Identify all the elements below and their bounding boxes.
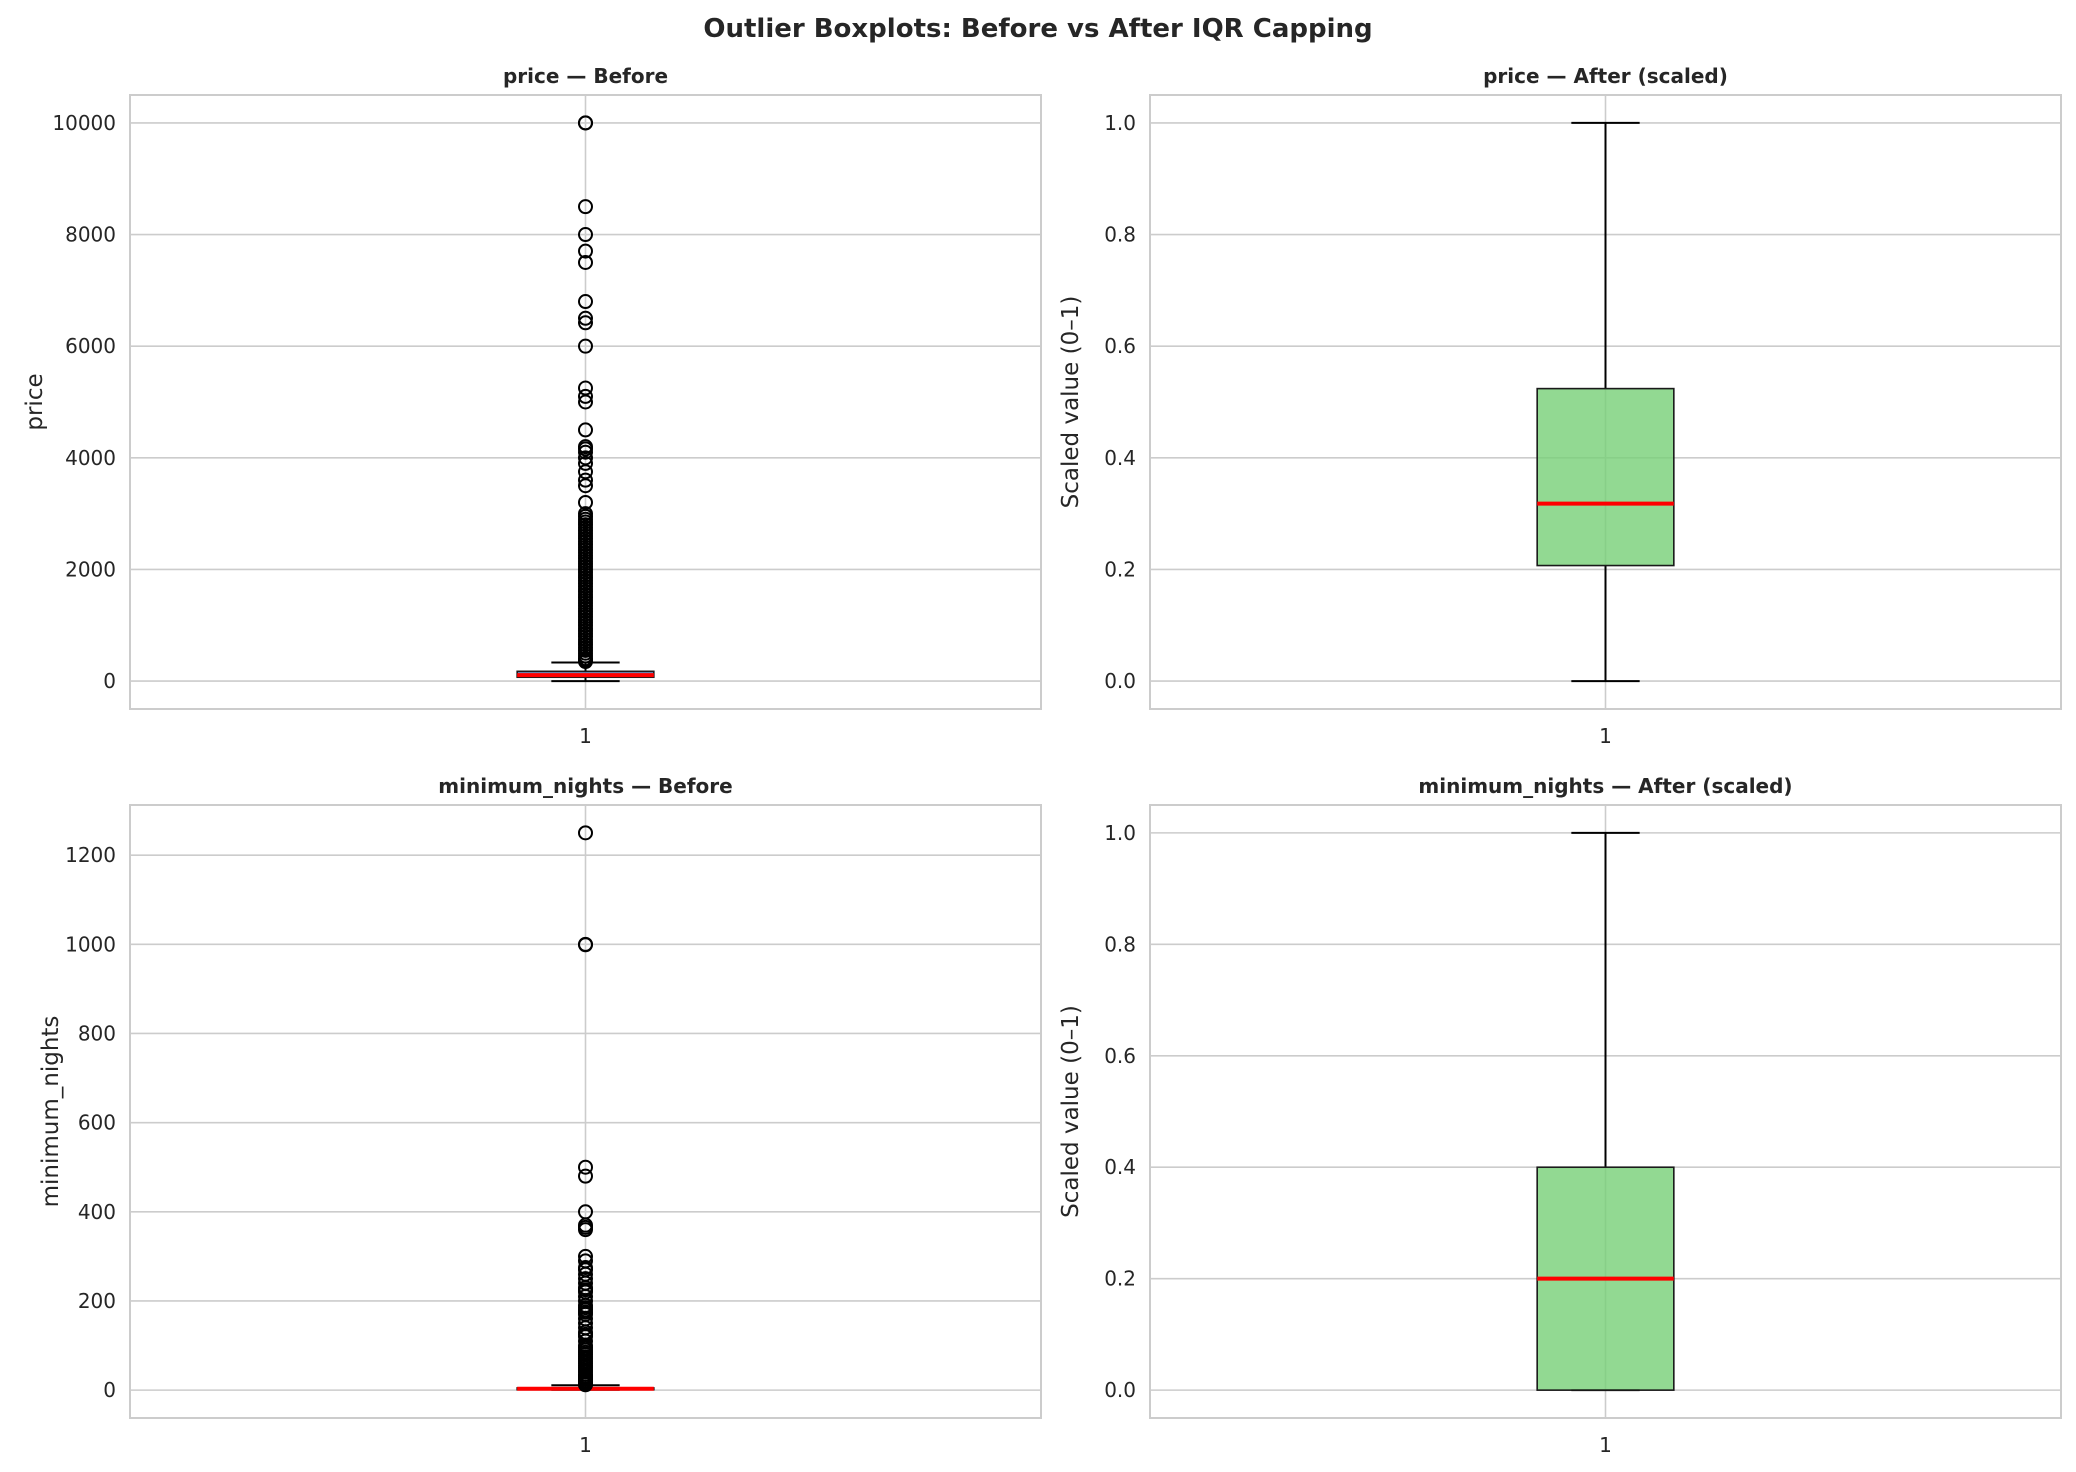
y-tick-label: 0	[103, 1378, 116, 1402]
y-tick-label: 0.4	[1104, 1155, 1136, 1179]
y-tick-label: 2000	[65, 557, 116, 581]
outlier-point	[578, 315, 593, 331]
outlier-point	[578, 478, 593, 494]
outlier-point	[578, 825, 593, 841]
axes-frame	[129, 804, 1042, 1419]
outlier-point	[578, 1377, 593, 1393]
y-tick-label: 0.0	[1104, 669, 1136, 693]
x-tick-label: 1	[579, 1433, 592, 1457]
y-axis-label: Scaled value (0–1)	[1058, 1005, 1084, 1218]
outlier-point	[578, 1222, 593, 1238]
y-tick-label: 0.2	[1104, 1267, 1136, 1291]
axes-frame	[1149, 94, 2062, 710]
subplot-4: 0.0 0.2 0.4 0.6 0.8 1.0 1 minimum_nights — Afte…	[1058, 774, 2062, 1457]
y-tick-label: 1000	[65, 932, 116, 956]
outlier-point	[578, 654, 593, 670]
outlier-point	[578, 294, 593, 310]
outlier-point	[578, 388, 593, 404]
y-tick-label: 0.6	[1104, 1044, 1136, 1068]
y-tick-label: 1200	[65, 843, 116, 867]
outlier-point	[578, 1159, 593, 1175]
y-tick-label: 1.0	[1104, 821, 1136, 845]
y-axis-label: Scaled value (0–1)	[1058, 296, 1084, 509]
y-tick-label: 0.8	[1104, 932, 1136, 956]
outlier-point	[578, 394, 593, 410]
y-tick-label: 0.6	[1104, 334, 1136, 358]
y-tick-label: 10000	[52, 111, 116, 135]
x-tick-label: 1	[1599, 724, 1612, 748]
outlier-point	[578, 937, 593, 953]
x-tick-label: 1	[579, 724, 592, 748]
outlier-point	[578, 1168, 593, 1184]
outlier-point	[578, 444, 593, 460]
y-tick-label: 1.0	[1104, 111, 1136, 135]
subplot-3: 0 200 400 600 800 1000 1200 1 minimum_nights — B…	[38, 774, 1042, 1457]
y-tick-label: 0.2	[1104, 557, 1136, 581]
x-tick-label: 1	[1599, 1433, 1612, 1457]
y-tick-label: 200	[78, 1289, 116, 1313]
subplot-1: 0 2000 4000 6000 8000 10000 1 price — Before pri…	[22, 64, 1042, 748]
y-axis-label: minimum_nights	[38, 1016, 64, 1208]
y-tick-label: 400	[78, 1200, 116, 1224]
y-tick-label: 6000	[65, 334, 116, 358]
y-tick-label: 0.0	[1104, 1378, 1136, 1402]
y-tick-label: 0.4	[1104, 446, 1136, 470]
subplot-title: price — Before	[503, 64, 668, 88]
y-tick-label: 800	[78, 1021, 116, 1045]
y-tick-label: 8000	[65, 223, 116, 247]
subplot-title: price — After (scaled)	[1483, 64, 1728, 88]
subplot-2: 0.0 0.2 0.4 0.6 0.8 1.0 1 price — After (scaled…	[1058, 64, 2062, 748]
outlier-point	[578, 310, 593, 326]
outlier-point	[578, 472, 593, 488]
outlier-point	[578, 338, 593, 354]
outlier-point	[578, 422, 593, 438]
y-tick-label: 0.8	[1104, 223, 1136, 247]
subplot-title: minimum_nights — Before	[438, 774, 732, 798]
subplot-title: minimum_nights — After (scaled)	[1418, 774, 1792, 798]
outlier-point	[578, 115, 593, 131]
axes-frame	[1149, 804, 2062, 1419]
y-tick-label: 600	[78, 1111, 116, 1135]
y-tick-label: 4000	[65, 446, 116, 470]
outlier-point	[578, 227, 593, 243]
y-axis-label: price	[22, 373, 48, 430]
outlier-point	[578, 455, 593, 471]
y-tick-label: 0	[103, 669, 116, 693]
axes-frame	[129, 94, 1042, 710]
outlier-point	[578, 243, 593, 259]
outlier-point	[578, 254, 593, 270]
figure-title: Outlier Boxplots: Before vs After IQR Ca…	[703, 14, 1372, 44]
iqr-box	[1536, 387, 1675, 567]
outlier-point	[578, 199, 593, 215]
